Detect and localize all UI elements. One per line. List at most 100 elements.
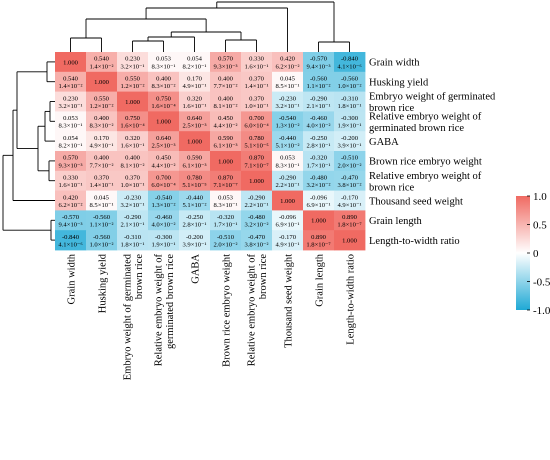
column-label-group: Relative embryo weight of brown rice [247,254,269,367]
cell-pvalue-label: 8.5×10⁻¹ [275,83,299,90]
heatmap-cell [210,91,242,112]
heatmap-cell [303,190,335,211]
cell-pvalue-label: 3.2×10⁻¹ [275,103,299,110]
cell-correlation-label: -0.570 [62,214,80,221]
heatmap-cell [241,190,273,211]
heatmap-cell [210,52,242,73]
cell-correlation-label: 0.400 [94,115,110,122]
cell-pvalue-label: 4.0×10⁻² [151,222,175,229]
cell-correlation-label: 0.540 [63,76,79,83]
cell-pvalue-label: 6.0×10⁻⁴ [151,182,176,189]
cell-correlation-label: -0.510 [341,155,359,162]
column-dendrogram [70,1,350,52]
heatmap-cell [272,230,304,251]
row-label: Thousand seed weight [369,196,463,207]
heatmap-cell [179,151,211,172]
cell-pvalue-label: 8.1×10⁻² [213,103,237,110]
cell-correlation-label: -0.096 [310,194,328,201]
cell-pvalue-label: 1.7×10⁻¹ [213,222,237,229]
cell-pvalue-label: 1.3×10⁻² [275,123,299,130]
heatmap-cell [117,230,149,251]
heatmap-cell [241,111,273,132]
cell-correlation-label: 0.320 [125,135,141,142]
heatmap-cell [210,71,242,92]
cell-correlation-label: 0.750 [156,95,172,102]
cell-pvalue-label: 1.3×10⁻² [151,202,175,209]
heatmap-cell [117,151,149,172]
cell-correlation-label: 0.780 [249,135,265,142]
heatmap-cell [55,151,87,172]
cell-correlation-label: 0.370 [125,175,141,182]
heatmap-cell [210,170,242,191]
column-label-group: Brown rice embryo weight [221,254,232,367]
cell-correlation-label: 0.870 [218,175,234,182]
cell-correlation-label: 0.700 [249,115,265,122]
cell-correlation-label: 0.640 [187,115,203,122]
cell-correlation-label: 0.330 [63,175,79,182]
column-labels: Grain width Husking yield Embryo weight of… [66,253,356,380]
cell-correlation-label: -0.290 [310,95,328,102]
cell-correlation-label: -0.290 [248,194,266,201]
cell-correlation-label: 1.000 [63,59,79,66]
heatmap-cell [241,230,273,251]
cell-correlation-label: 0.230 [63,95,79,102]
row-label: Relative embryo weight of [369,171,482,182]
heatmap-cell [55,71,87,92]
column-label: Brown rice embryo weight [221,254,232,367]
column-label-group: Length-to-width ratio [345,254,356,345]
cell-pvalue-label: 6.2×10⁻² [58,202,82,209]
cell-correlation-label: -0.250 [310,135,328,142]
cell-pvalue-label: 3.2×10⁻¹ [120,63,144,70]
column-label-group: Husking yield [97,253,108,313]
column-label: brown rice [258,254,269,300]
colorbar-gradient [516,196,530,310]
heatmap-cell [55,230,87,251]
heatmap-cell [117,131,149,152]
heatmap-cell [272,151,304,172]
heatmap-cell [179,91,211,112]
cell-correlation-label: 0.045 [94,194,110,201]
cell-correlation-label: -0.310 [341,95,359,102]
row-label: Husking yield [369,78,429,89]
heatmap-cell [272,170,304,191]
column-label-group: Grain length [314,253,325,307]
heatmap-cell [179,230,211,251]
cell-pvalue-label: 2.5×10⁻³ [182,123,206,130]
column-label: Grain width [66,253,77,304]
cell-correlation-label: 0.370 [249,95,265,102]
cell-correlation-label: -0.470 [341,175,359,182]
cell-correlation-label: 0.400 [218,76,234,83]
cell-correlation-label: 0.054 [63,135,79,142]
cell-pvalue-label: 9.3×10⁻³ [58,162,82,169]
cell-correlation-label: 0.780 [187,175,203,182]
heatmap-cell [148,111,180,132]
column-label-group: Thousand seed weight [283,254,294,348]
cell-pvalue-label: 8.5×10⁻¹ [89,202,113,209]
cell-correlation-label: 0.045 [280,76,296,83]
cell-correlation-label: -0.540 [279,115,297,122]
heatmap-cell [241,170,273,191]
heatmap-cell [210,230,242,251]
cell-pvalue-label: 4.1×10⁻⁶ [58,242,82,249]
heatmap-cell [117,170,149,191]
heatmap-cell [210,131,242,152]
heatmap-cell [55,190,87,211]
heatmap-cell [55,91,87,112]
cell-pvalue-label: 1.0×10⁻² [337,83,361,90]
heatmap-cell [334,230,366,251]
cell-correlation-label: 0.330 [249,56,265,63]
heatmap-cell [334,170,366,191]
heatmap-cell [86,111,118,132]
heatmap-cell [148,210,180,231]
heatmap-cell [241,71,273,92]
heatmap-cell [334,91,366,112]
heatmap-cell [86,190,118,211]
cell-correlation-label: -0.560 [310,76,328,83]
cell-correlation-label: 0.590 [218,135,234,142]
cell-pvalue-label: 8.3×10⁻¹ [58,123,82,130]
cell-correlation-label: -0.320 [310,155,328,162]
heatmap-cell [179,71,211,92]
heatmap-cell [148,131,180,152]
